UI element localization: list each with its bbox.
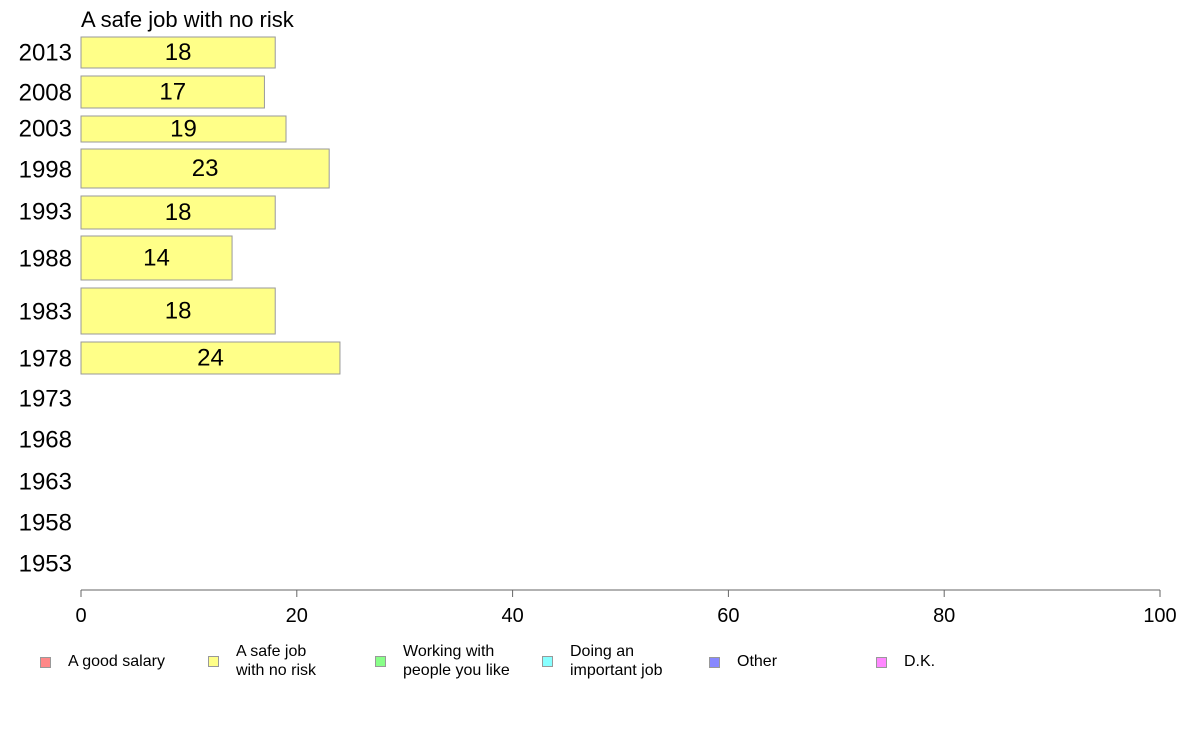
bar: [80, 235, 233, 281]
legend-item: Working with people you like: [375, 642, 510, 680]
data-label: 18: [165, 199, 192, 226]
legend-item: A good salary: [40, 652, 165, 671]
y-tick-label: 2008: [19, 80, 72, 107]
legend-label: Other: [737, 653, 778, 670]
y-tick-label: 1983: [19, 299, 72, 326]
y-tick-label: 1988: [19, 246, 72, 273]
y-tick-label: 2013: [19, 40, 72, 67]
data-label: 24: [197, 345, 224, 372]
bar: [80, 287, 276, 335]
legend-label: Working with people you like: [403, 643, 510, 679]
legend-label: A good salary: [68, 653, 165, 670]
x-tick-label: 20: [286, 605, 308, 627]
data-label: 19: [170, 116, 197, 143]
legend-item: Other: [709, 652, 777, 671]
legend-item: Doing an important job: [542, 642, 663, 680]
bar: [80, 341, 341, 375]
legend-label: D.K.: [904, 653, 936, 670]
x-tick-label: 100: [1143, 605, 1176, 627]
bar: [80, 148, 330, 189]
legend-swatch: [542, 656, 553, 667]
legend-swatch: [876, 656, 887, 668]
legend-item: A safe job with no risk: [208, 642, 316, 680]
legend-item: D.K.: [876, 652, 935, 671]
bar: [80, 36, 276, 69]
legend-swatch: [709, 656, 720, 668]
bar: [80, 195, 276, 230]
y-tick-label: 1953: [19, 551, 72, 578]
y-tick-label: 1998: [19, 157, 72, 184]
x-tick-label: 0: [75, 605, 86, 627]
bar: [80, 75, 265, 109]
y-tick-label: 1958: [19, 510, 72, 537]
data-label: 17: [159, 79, 186, 106]
data-label: 23: [192, 155, 219, 182]
legend-label: A safe job with no risk: [236, 643, 317, 679]
x-tick-label: 80: [933, 605, 955, 627]
x-tick-label: 60: [717, 605, 739, 627]
y-tick-label: 1968: [19, 427, 72, 454]
legend-swatch: [40, 656, 51, 668]
data-label: 18: [165, 298, 192, 325]
legend-swatch: [375, 656, 386, 667]
y-tick-label: 1978: [19, 346, 72, 373]
x-tick-label: 40: [501, 605, 523, 627]
y-tick-label: 1963: [19, 469, 72, 496]
legend-label: Doing an important job: [570, 643, 663, 679]
y-tick-label: 2003: [19, 116, 72, 143]
data-label: 14: [143, 245, 170, 272]
bar: [80, 115, 287, 143]
data-label: 18: [165, 39, 192, 66]
bar-chart: A safe job with no risk 2013 18 2008 17 2003 1…: [19, 7, 1177, 627]
chart-title: A safe job with no risk: [81, 7, 295, 32]
legend-swatch: [208, 656, 219, 667]
y-tick-label: 1993: [19, 199, 72, 226]
y-tick-label: 1973: [19, 386, 72, 413]
